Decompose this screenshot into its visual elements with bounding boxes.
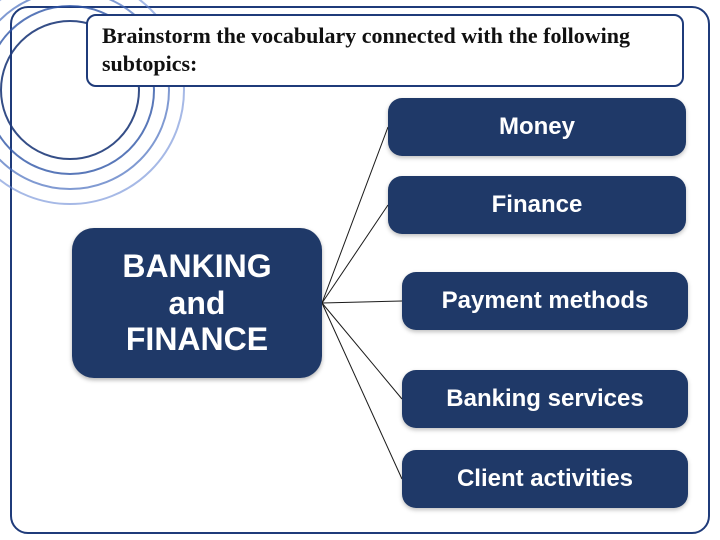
leaf-node: Banking services: [402, 370, 688, 428]
hub-label: BANKINGandFINANCE: [122, 248, 271, 358]
leaf-label: Payment methods: [442, 287, 649, 315]
leaf-label: Finance: [492, 191, 583, 219]
title-box: Brainstorm the vocabulary connected with…: [86, 14, 684, 87]
hub-node: BANKINGandFINANCE: [72, 228, 322, 378]
title-text: Brainstorm the vocabulary connected with…: [102, 23, 630, 76]
leaf-label: Money: [499, 113, 575, 141]
leaf-node: Client activities: [402, 450, 688, 508]
leaf-label: Banking services: [446, 385, 643, 413]
leaf-node: Money: [388, 98, 686, 156]
leaf-node: Payment methods: [402, 272, 688, 330]
leaf-label: Client activities: [457, 465, 633, 493]
leaf-node: Finance: [388, 176, 686, 234]
